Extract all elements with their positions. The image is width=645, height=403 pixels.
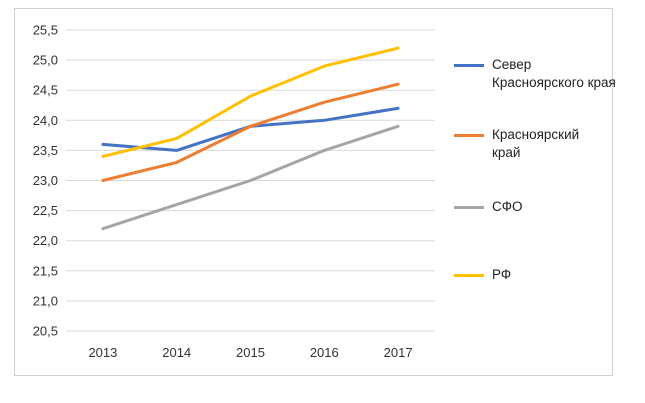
y-tick-label: 21,5 bbox=[33, 263, 58, 278]
series-line-sfo bbox=[101, 124, 400, 231]
legend-swatch-north-krasnoyarsk bbox=[454, 64, 484, 67]
legend-label: РФ bbox=[492, 267, 512, 282]
y-tick-label: 23,0 bbox=[33, 173, 58, 188]
y-tick-label: 21,0 bbox=[33, 293, 58, 308]
x-tick-label: 2013 bbox=[88, 345, 117, 360]
legend: Север Красноярского края Красноярский кр… bbox=[454, 0, 644, 403]
legend-label: Север Красноярского края bbox=[492, 57, 616, 90]
y-tick-label: 20,5 bbox=[33, 324, 58, 339]
legend-swatch-sfo bbox=[454, 206, 484, 209]
x-tick-label: 2016 bbox=[310, 345, 339, 360]
y-tick-label: 22,5 bbox=[33, 203, 58, 218]
legend-swatch-krasnoyarsk-krai bbox=[454, 134, 484, 137]
legend-item-sfo: СФО bbox=[454, 198, 622, 216]
series-line-rf bbox=[101, 46, 400, 158]
legend-swatch-rf bbox=[454, 274, 484, 277]
y-tick-label: 24,0 bbox=[33, 113, 58, 128]
x-tick-label: 2017 bbox=[384, 345, 413, 360]
y-tick-label: 23,5 bbox=[33, 143, 58, 158]
y-tick-label: 25,5 bbox=[33, 23, 58, 38]
legend-item-north-krasnoyarsk: Север Красноярского края bbox=[454, 56, 622, 92]
legend-item-rf: РФ bbox=[454, 266, 622, 284]
y-tick-label: 24,5 bbox=[33, 83, 58, 98]
legend-label: Красноярский край bbox=[492, 127, 580, 160]
y-tick-label: 22,0 bbox=[33, 233, 58, 248]
x-tick-label: 2015 bbox=[236, 345, 265, 360]
chart-frame bbox=[14, 8, 613, 376]
series-line-krasnoyarsk-krai bbox=[101, 82, 400, 182]
legend-item-krasnoyarsk-krai: Красноярский край bbox=[454, 126, 602, 162]
legend-label: СФО bbox=[492, 199, 523, 214]
x-tick-label: 2014 bbox=[162, 345, 191, 360]
y-tick-label: 25,0 bbox=[33, 53, 58, 68]
